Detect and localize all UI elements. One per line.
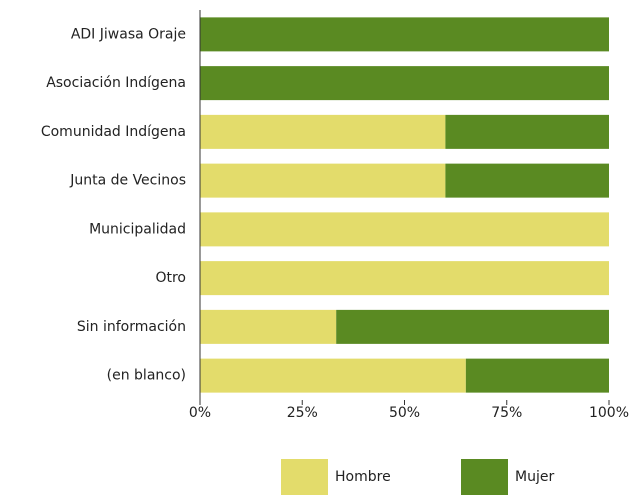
bar-segment — [200, 114, 446, 149]
y-tick-label: Sin información — [77, 319, 186, 335]
bar-segment — [200, 309, 337, 344]
legend-swatch — [281, 459, 328, 495]
x-tick-label: 100% — [589, 405, 629, 421]
legend-swatch — [461, 459, 508, 495]
y-tick-label: Otro — [155, 270, 186, 286]
y-tick-label: ADI Jiwasa Oraje — [71, 26, 186, 42]
x-tick-label: 75% — [491, 405, 522, 421]
x-tick-label: 0% — [189, 405, 211, 421]
x-tick-label: 25% — [287, 405, 318, 421]
bar-segment — [200, 261, 609, 296]
bar-segment — [200, 66, 609, 101]
bar-segment — [200, 358, 466, 393]
x-tick-label: 50% — [389, 405, 420, 421]
bar-segment — [445, 163, 609, 198]
y-tick-label: Asociación Indígena — [46, 75, 186, 91]
y-tick-label: (en blanco) — [107, 368, 186, 384]
y-tick-label: Junta de Vecinos — [69, 173, 186, 189]
bar-segment — [465, 358, 609, 393]
bar-segment — [336, 309, 609, 344]
legend-label: Mujer — [515, 469, 554, 485]
y-tick-label: Comunidad Indígena — [41, 124, 186, 140]
bar-segment — [200, 163, 446, 198]
bar-segment — [200, 17, 609, 52]
bar-segment — [445, 114, 609, 149]
bar-segment — [200, 212, 609, 247]
y-tick-label: Municipalidad — [89, 221, 186, 237]
legend-label: Hombre — [335, 469, 391, 485]
